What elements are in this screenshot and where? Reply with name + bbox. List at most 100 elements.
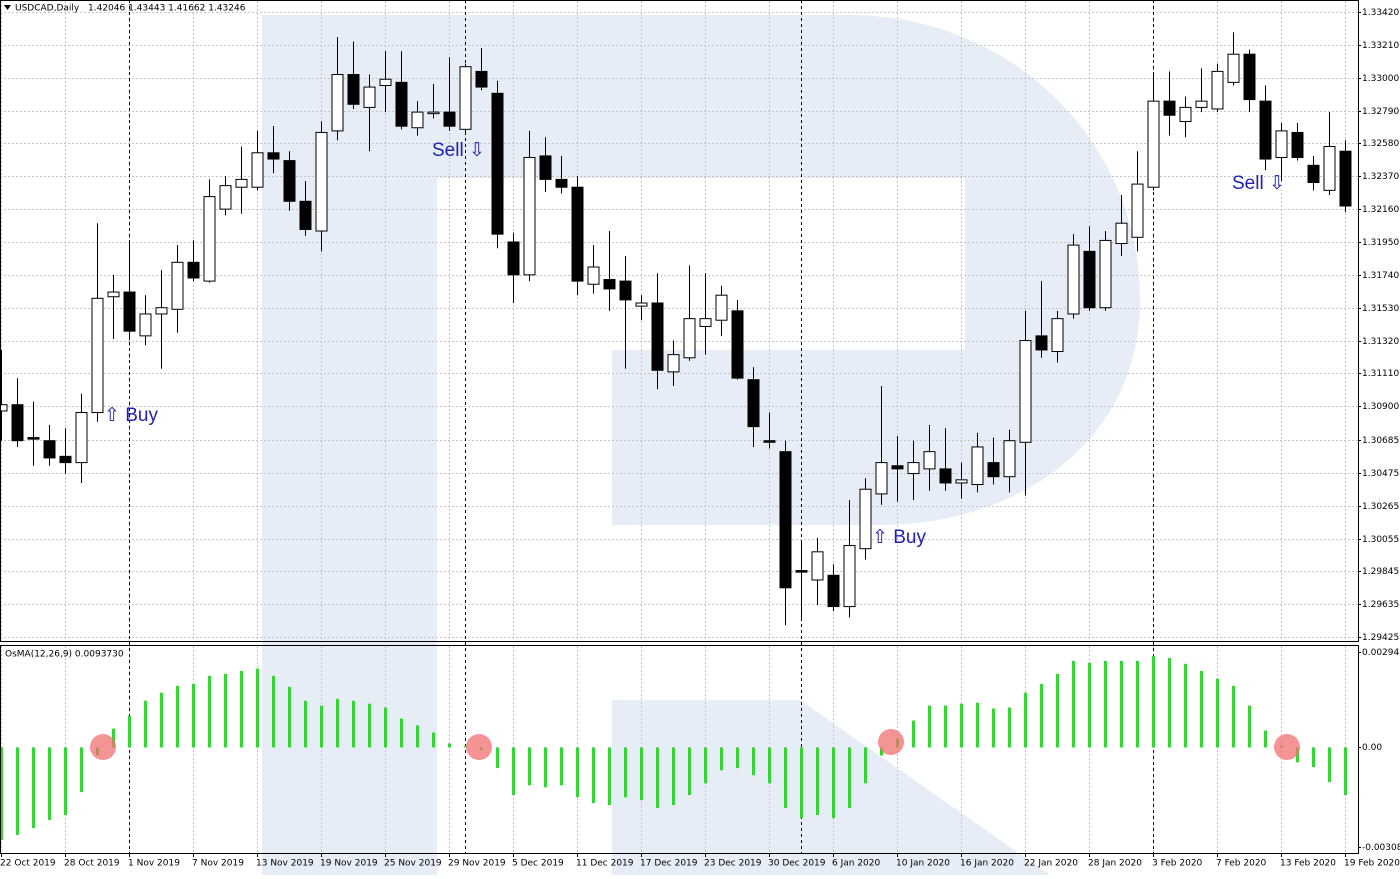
histogram-bar	[656, 747, 659, 808]
candle-body	[827, 574, 840, 608]
candle-body	[235, 178, 248, 188]
x-tick-label: 28 Oct 2019	[64, 859, 120, 869]
histogram-bar	[144, 700, 147, 748]
histogram-bar	[64, 747, 67, 816]
price-pane	[0, 0, 1359, 642]
marks	[0, 32, 1352, 841]
candle-body	[699, 318, 712, 327]
histogram-bar	[544, 747, 547, 788]
y-tick-label: 1.31530	[1362, 304, 1399, 314]
x-tick-label: 1 Nov 2019	[128, 859, 180, 869]
y-tick-label: 1.33210	[1362, 41, 1399, 51]
histogram-bar	[368, 703, 371, 748]
candle-body	[187, 261, 200, 279]
candle-body	[747, 379, 760, 428]
candle-body	[411, 111, 424, 129]
candle-body	[491, 92, 504, 235]
candle-body	[1035, 335, 1048, 351]
histogram-bar	[784, 747, 787, 808]
signals	[90, 729, 1300, 760]
histogram-bar	[640, 747, 643, 801]
x-tick-label: 19 Feb 2020	[1344, 859, 1400, 869]
histogram-bar	[16, 747, 19, 835]
candle-body	[539, 155, 552, 180]
histogram-bar	[528, 747, 531, 786]
candle-body	[1291, 131, 1304, 158]
y-tick-label: -0.00308	[1362, 843, 1400, 853]
y-tick-label: 1.31320	[1362, 337, 1399, 347]
candle-body	[395, 81, 408, 127]
candle-body	[379, 78, 392, 86]
histogram-bar	[192, 683, 195, 748]
y-tick-label: 1.30265	[1362, 502, 1399, 512]
candle-body	[251, 152, 264, 188]
histogram-bar	[720, 747, 723, 771]
histogram-bar	[288, 686, 291, 748]
candle-body	[731, 310, 744, 379]
histogram-bar	[320, 705, 323, 748]
histogram-bar	[848, 747, 851, 808]
x-tick-label: 13 Feb 2020	[1280, 859, 1336, 869]
chart-title: USDCAD,Daily	[15, 4, 80, 14]
y-tick-label: 1.29635	[1362, 600, 1399, 610]
histogram-bar	[240, 670, 243, 748]
signal-dot	[878, 729, 904, 755]
candle-body	[1019, 340, 1032, 443]
candle-body	[1259, 100, 1272, 160]
watermark	[262, 15, 1140, 875]
candle-body	[907, 462, 920, 475]
candle-body	[555, 178, 568, 188]
ohlc-header: 1.42046 1.43443 1.41662 1.43246	[88, 4, 246, 14]
histogram-bar	[1056, 673, 1059, 748]
histogram-bar	[1248, 705, 1251, 748]
candle-body	[1211, 70, 1224, 110]
indicator-title: OsMA(12,26,9) 0.0093730	[5, 650, 124, 660]
candle-body	[1051, 318, 1064, 353]
candle-body	[1195, 100, 1208, 108]
histogram-bar	[1216, 678, 1219, 748]
candle-body	[203, 196, 216, 282]
y-tick-label: 1.32580	[1362, 139, 1399, 149]
x-tick-label: 22 Oct 2019	[0, 859, 56, 869]
histogram-bar	[1200, 670, 1203, 748]
candle-body	[651, 302, 664, 371]
signal-dot	[1274, 734, 1300, 760]
histogram-bar	[992, 708, 995, 748]
candle-body	[811, 551, 824, 581]
histogram-bar	[400, 718, 403, 748]
y-tick-label: 1.30475	[1362, 469, 1399, 479]
candle-body	[939, 468, 952, 484]
candle-body	[267, 152, 280, 160]
x-tick-label: 11 Dec 2019	[576, 859, 634, 869]
candle-body	[1179, 106, 1192, 122]
histogram-bar	[112, 728, 115, 748]
candle-body	[587, 266, 600, 285]
histogram-bar	[624, 747, 627, 798]
candle-body	[1323, 146, 1336, 191]
x-tick-label: 17 Dec 2019	[640, 859, 698, 869]
x-tick-label: 7 Feb 2020	[1216, 859, 1267, 869]
histogram-bar	[688, 747, 691, 796]
candle-body	[1067, 244, 1080, 315]
candle-body	[843, 545, 856, 608]
histogram-bar	[256, 668, 259, 748]
y-tick-label: 1.31110	[1362, 369, 1399, 379]
x-tick-label: 29 Nov 2019	[448, 859, 506, 869]
candle-body	[667, 354, 680, 373]
histogram-bar	[0, 747, 3, 841]
x-tick-label: 22 Jan 2020	[1024, 859, 1078, 869]
histogram-bar	[1232, 685, 1235, 748]
y-tick-label: 1.32790	[1362, 107, 1399, 117]
candle-body	[1339, 150, 1352, 207]
histogram-bar	[576, 747, 579, 798]
histogram-bar	[928, 705, 931, 748]
candle-body	[891, 465, 904, 470]
histogram-bar	[1024, 692, 1027, 748]
histogram-bar	[416, 725, 419, 748]
candle-body	[299, 200, 312, 230]
y-tick-label: 1.30685	[1362, 436, 1399, 446]
candle-body	[1147, 100, 1160, 188]
histogram-bar	[1040, 683, 1043, 748]
histogram-bar	[560, 747, 563, 786]
